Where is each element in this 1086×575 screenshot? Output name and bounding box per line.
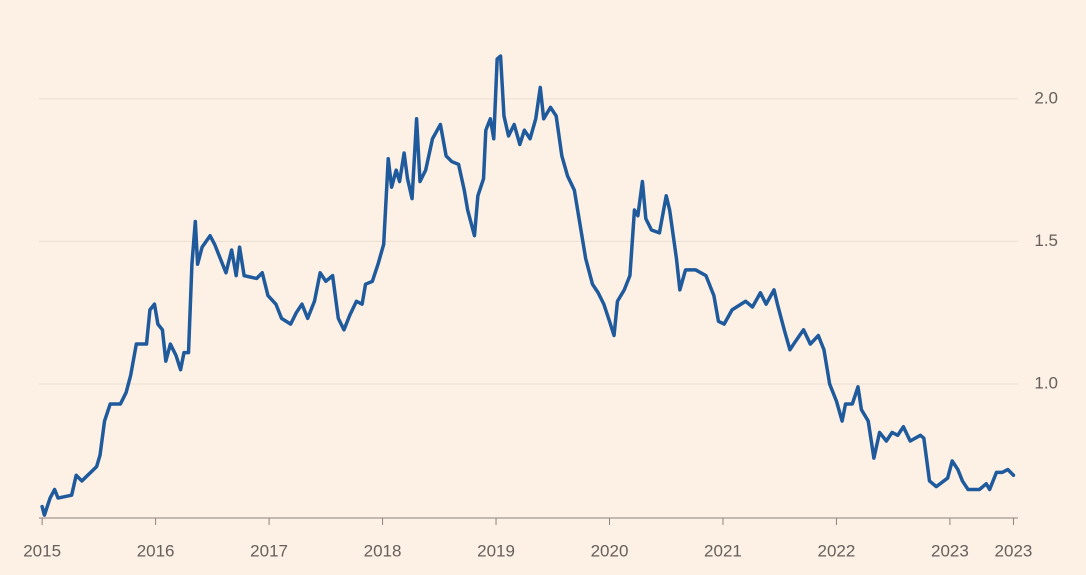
y-tick-label: 1.5 — [1034, 231, 1058, 250]
data-line — [40, 54, 1016, 517]
x-tick-label: 2023 — [931, 541, 969, 560]
x-tick-label: 2021 — [704, 541, 742, 560]
x-tick-label: 2018 — [364, 541, 402, 560]
x-tick-label: 2017 — [250, 541, 288, 560]
x-tick-label: 2022 — [818, 541, 856, 560]
x-tick-label: 2020 — [591, 541, 629, 560]
y-tick-label: 2.0 — [1034, 88, 1058, 107]
x-tick-label: 2016 — [137, 541, 175, 560]
x-tick-label: 2023 — [995, 541, 1033, 560]
y-tick-label: 1.0 — [1034, 373, 1058, 392]
x-tick-label: 2015 — [23, 541, 61, 560]
x-tick-label: 2019 — [477, 541, 515, 560]
